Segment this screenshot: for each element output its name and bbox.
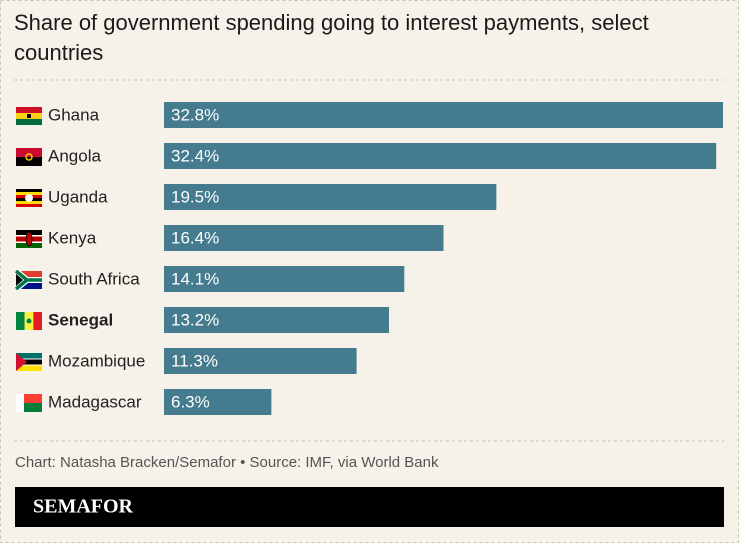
flag-part	[16, 148, 42, 157]
bar	[164, 143, 717, 169]
bar	[164, 102, 723, 128]
flag-part	[16, 394, 24, 412]
flag-part	[16, 119, 42, 125]
category-label: Senegal	[48, 310, 113, 329]
chart-title: Share of government spending going to in…	[14, 10, 649, 65]
value-label: 13.2%	[171, 310, 219, 329]
category-label: Madagascar	[48, 392, 142, 411]
flag-part	[16, 271, 42, 280]
flag-part	[16, 353, 27, 371]
flag	[16, 107, 42, 125]
flag-part	[16, 365, 42, 371]
flag-part	[24, 403, 42, 412]
category-label: Uganda	[48, 187, 108, 206]
flag-part	[14, 269, 42, 291]
flag	[14, 268, 42, 292]
flag	[16, 312, 42, 330]
flag-part	[16, 192, 42, 195]
flag	[16, 394, 42, 412]
category-label: Kenya	[48, 228, 97, 247]
flag-part	[16, 201, 42, 204]
brand: SEMAFOR	[33, 496, 134, 518]
brand-bar	[15, 487, 724, 527]
category-label: Ghana	[48, 105, 100, 124]
flag-part	[16, 312, 25, 330]
source: Chart: Natasha Bracken/Semafor • Source:…	[15, 454, 439, 471]
flag-part	[16, 280, 42, 289]
flag-part	[16, 157, 42, 166]
flag-part	[16, 274, 23, 286]
category-label: South Africa	[48, 269, 140, 288]
flag	[16, 148, 42, 166]
bar	[164, 307, 389, 333]
flag-part	[16, 189, 42, 192]
flag-part	[16, 358, 42, 360]
value-label: 19.5%	[171, 187, 219, 206]
flag-part	[24, 394, 42, 403]
flag-part	[16, 364, 42, 366]
flag-part	[16, 359, 42, 365]
bar	[164, 266, 405, 292]
flag-part	[16, 353, 42, 359]
bar	[164, 225, 444, 251]
value-label: 16.4%	[171, 228, 219, 247]
value-label: 14.1%	[171, 269, 219, 288]
flag-part	[16, 107, 42, 113]
flag-part	[16, 204, 42, 207]
flag-part	[27, 114, 31, 118]
flag	[16, 230, 42, 248]
category-label: Mozambique	[48, 351, 145, 370]
flag-part	[25, 153, 33, 161]
category-label: Angola	[48, 146, 101, 165]
flag	[16, 189, 42, 207]
value-label: 32.4%	[171, 146, 219, 165]
flag-part	[25, 231, 33, 247]
bar	[164, 348, 357, 374]
title-box: Share of government spending going to in…	[14, 10, 649, 65]
flag-part	[25, 194, 33, 202]
flag	[16, 353, 42, 371]
flag-part	[26, 318, 32, 324]
bar	[164, 389, 272, 415]
bar	[164, 184, 497, 210]
value-label: 32.8%	[171, 105, 219, 124]
value-label: 6.3%	[171, 392, 210, 411]
value-label: 11.3%	[171, 351, 218, 370]
flag-part	[33, 312, 42, 330]
